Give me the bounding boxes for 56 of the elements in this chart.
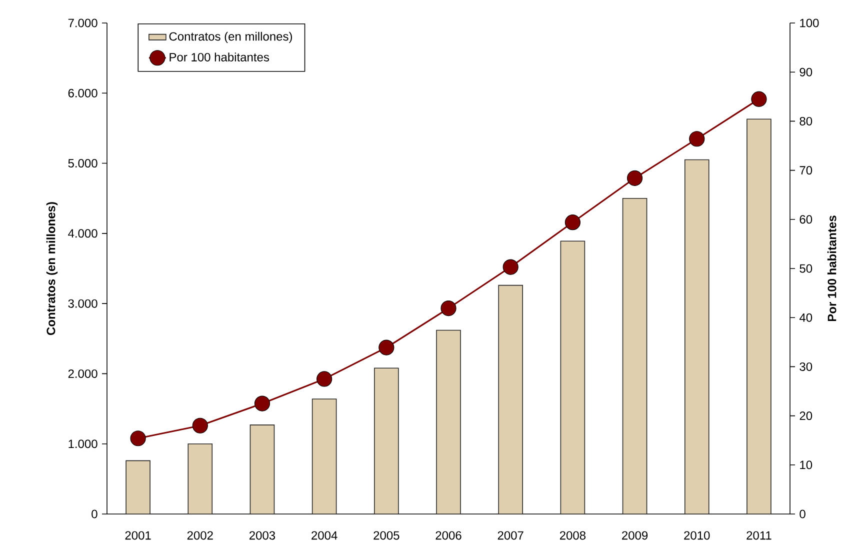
y-tick-label: 3.000 <box>68 299 98 308</box>
y2-tick-label: 30 <box>800 362 812 371</box>
x-tick-label: 2004 <box>312 531 338 540</box>
y-tick-label: 4.000 <box>68 229 98 238</box>
bar <box>436 330 461 514</box>
point <box>378 340 394 356</box>
y2-tick-label: 90 <box>800 68 812 76</box>
bar <box>312 398 337 514</box>
x-tick-label: 2003 <box>249 531 276 540</box>
y2-tick-label: 0 <box>800 510 806 518</box>
y2-tick-label: 10 <box>800 460 812 470</box>
y-axis-title: Contratos (en millones) <box>46 202 58 336</box>
bar <box>622 198 648 514</box>
y2-axis-title: Por 100 habitantes <box>827 216 836 322</box>
bar <box>126 460 150 514</box>
x-tick-label: 2007 <box>498 531 524 540</box>
bar <box>374 368 399 514</box>
y2-tick-label: 20 <box>800 412 812 420</box>
x-tick-label: 2008 <box>560 531 586 540</box>
bar <box>250 424 275 514</box>
bar <box>746 118 772 514</box>
x-tick-label: 2005 <box>374 531 400 540</box>
bar <box>188 443 213 514</box>
y2-tick-label: 100 <box>800 18 819 28</box>
x-tick-label: 2002 <box>187 531 213 540</box>
y-tick-label: 2.000 <box>68 369 98 378</box>
point <box>192 418 208 434</box>
x-tick-label: 2011 <box>746 531 772 540</box>
x-tick-label: 2010 <box>684 531 710 540</box>
bar <box>498 284 523 514</box>
x-tick-label: 2009 <box>622 531 648 540</box>
point <box>502 259 518 275</box>
point <box>689 131 705 147</box>
y-tick-label: 0 <box>92 510 98 518</box>
y2-tick-label: 40 <box>799 313 812 322</box>
x-tick-label: 2001 <box>125 531 151 540</box>
point <box>440 300 456 316</box>
point <box>316 371 332 387</box>
y2-tick-label: 80 <box>800 116 812 126</box>
x-tick-label: 2006 <box>436 531 462 540</box>
point <box>130 430 146 446</box>
y2-tick-label: 70 <box>800 166 812 175</box>
bar <box>684 159 710 514</box>
y-tick-label: 7.000 <box>68 18 98 28</box>
legend-label: Por 100 habitantes <box>170 52 270 62</box>
point <box>564 214 580 230</box>
y2-tick-label: 60 <box>800 215 812 224</box>
y-tick-label: 1.000 <box>68 440 98 448</box>
y-tick-label: 5.000 <box>68 159 98 168</box>
point <box>626 170 643 186</box>
y-tick-label: 6.000 <box>68 88 98 98</box>
point <box>254 396 270 412</box>
point <box>751 91 767 107</box>
bar <box>560 240 586 514</box>
y2-tick-label: 50 <box>800 264 812 273</box>
legend-label: Contratos (en millones) <box>169 32 292 44</box>
